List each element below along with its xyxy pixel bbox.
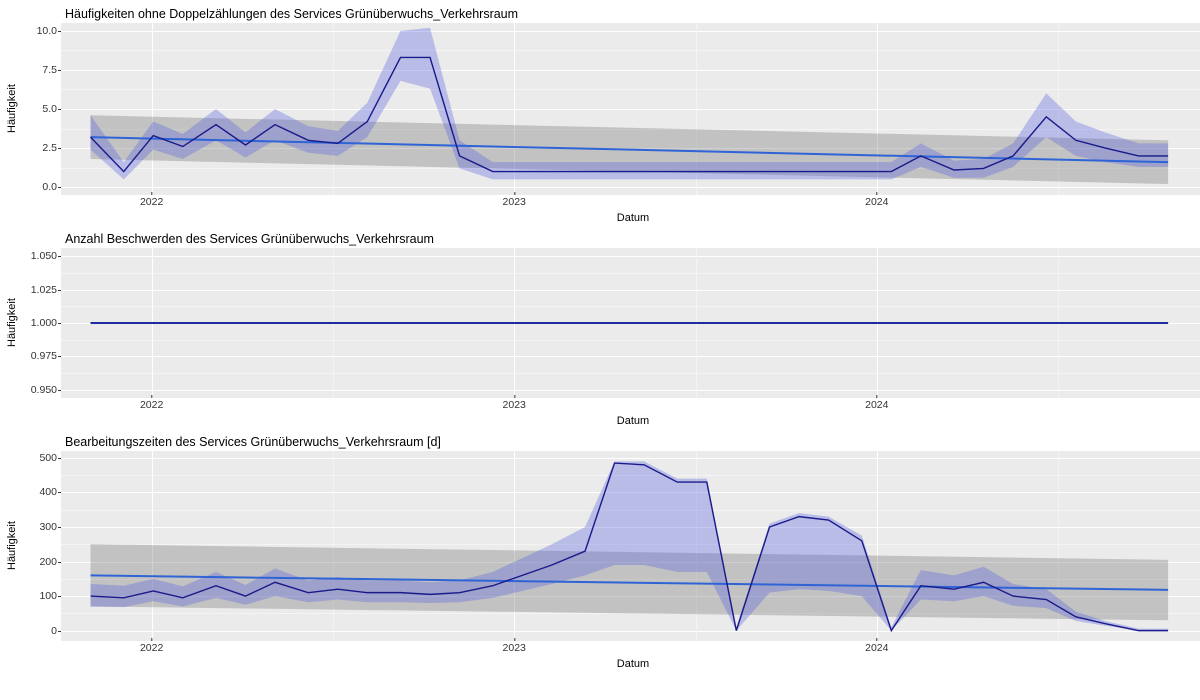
x-ticks: 2022 2023 2024 bbox=[61, 641, 1185, 657]
plot-area bbox=[61, 451, 1200, 641]
y-tick: 1.050 bbox=[31, 250, 57, 262]
y-tick: 1.000 bbox=[31, 317, 57, 329]
x-axis-label: Datum bbox=[61, 658, 1200, 670]
plot-area bbox=[61, 248, 1200, 398]
x-ticks: 2022 2023 2024 bbox=[61, 195, 1185, 211]
y-tick: 0 bbox=[51, 625, 57, 637]
y-tick: 10.0 bbox=[37, 25, 57, 37]
x-tick: 2023 bbox=[503, 642, 526, 654]
x-tick: 2022 bbox=[140, 399, 163, 411]
x-axis-label: Datum bbox=[61, 415, 1200, 427]
x-tick: 2022 bbox=[140, 642, 163, 654]
y-tick: 7.5 bbox=[42, 64, 57, 76]
y-axis-label: Häufigkeit bbox=[5, 248, 19, 398]
y-tick: 100 bbox=[39, 590, 57, 602]
y-axis-label: Häufigkeit bbox=[5, 451, 19, 641]
chart-complaints: Anzahl Beschwerden des Services Grünüber… bbox=[5, 230, 1200, 433]
y-ticks: 0 100 200 300 400 500 bbox=[19, 451, 61, 641]
x-tick: 2022 bbox=[140, 196, 163, 208]
y-tick: 2.5 bbox=[42, 142, 57, 154]
y-tick: 400 bbox=[39, 486, 57, 498]
x-axis-label: Datum bbox=[61, 212, 1200, 224]
y-ticks: 0.0 2.5 5.0 7.5 10.0 bbox=[19, 23, 61, 195]
x-tick: 2024 bbox=[865, 196, 888, 208]
y-tick: 500 bbox=[39, 452, 57, 464]
x-tick: 2023 bbox=[503, 399, 526, 411]
y-tick: 200 bbox=[39, 556, 57, 568]
charts-column: Häufigkeiten ohne Doppelzählungen des Se… bbox=[5, 5, 1200, 676]
chart-processing: Bearbeitungszeiten des Services Grünüber… bbox=[5, 433, 1200, 676]
plot-area bbox=[61, 23, 1200, 195]
y-tick: 300 bbox=[39, 521, 57, 533]
x-tick: 2023 bbox=[503, 196, 526, 208]
y-tick: 1.025 bbox=[31, 284, 57, 296]
y-tick: 5.0 bbox=[42, 103, 57, 115]
y-tick: 0.950 bbox=[31, 384, 57, 396]
x-ticks: 2022 2023 2024 bbox=[61, 398, 1185, 414]
y-ticks: 0.950 0.975 1.000 1.025 1.050 bbox=[19, 248, 61, 398]
y-tick: 0.975 bbox=[31, 350, 57, 362]
x-tick: 2024 bbox=[865, 642, 888, 654]
chart-title: Bearbeitungszeiten des Services Grünüber… bbox=[65, 435, 1200, 449]
chart-title: Häufigkeiten ohne Doppelzählungen des Se… bbox=[65, 7, 1200, 21]
chart-title: Anzahl Beschwerden des Services Grünüber… bbox=[65, 232, 1200, 246]
chart-freq: Häufigkeiten ohne Doppelzählungen des Se… bbox=[5, 5, 1200, 230]
x-tick: 2024 bbox=[865, 399, 888, 411]
y-axis-label: Häufigkeit bbox=[5, 23, 19, 195]
y-tick: 0.0 bbox=[42, 181, 57, 193]
